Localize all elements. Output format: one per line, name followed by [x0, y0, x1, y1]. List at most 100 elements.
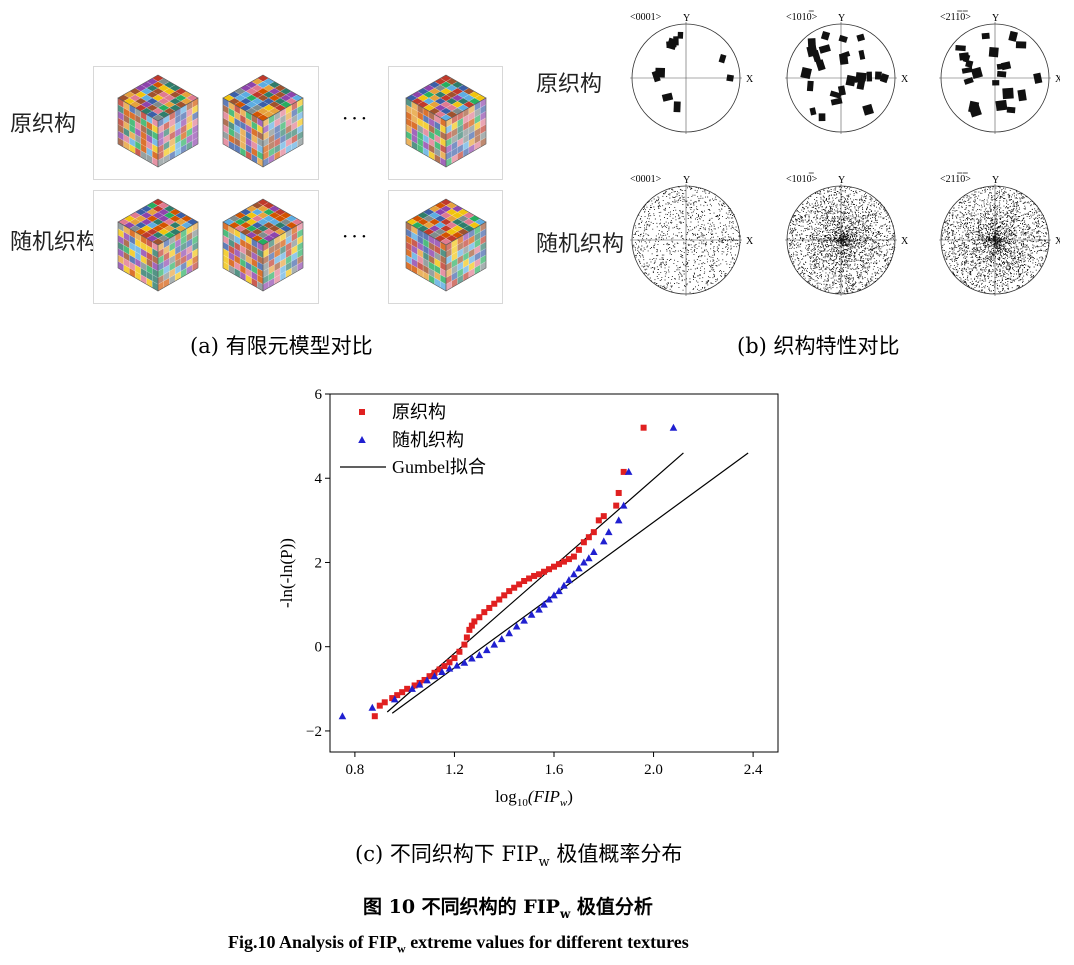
ellipsis-row2: ··· [342, 224, 371, 248]
data-point-random-texture [590, 547, 598, 555]
data-point-original-texture [521, 578, 528, 585]
polycrystal-cubes [117, 74, 487, 292]
texture-cluster [1033, 72, 1043, 84]
polycrystal-cube [117, 198, 199, 292]
legend-marker-random [358, 436, 366, 443]
pole-figure-y-label: Y [838, 13, 845, 24]
figure-title-zh: 图 10 不同织构的 FIPw 极值分析 [363, 892, 653, 921]
figure-title-en-sub: w [397, 941, 406, 956]
panel-c-caption-text: (c) 不同织构下 FIP [355, 842, 539, 866]
data-point-random-texture [624, 467, 633, 475]
data-point-original-texture [421, 676, 428, 683]
pole-figure-x-label: X [1055, 74, 1060, 85]
data-point-random-texture [560, 581, 568, 589]
texture-cluster [988, 47, 999, 58]
data-point-original-texture [466, 626, 473, 633]
polycrystal-cube [117, 74, 199, 168]
y-tick-label: 2 [315, 555, 323, 571]
data-point-random-texture [415, 680, 424, 688]
data-point-original-texture [381, 699, 388, 706]
data-point-original-texture [394, 692, 401, 699]
texture-cluster [838, 53, 849, 65]
figure-title-en: Fig.10 Analysis of FIPw extreme values f… [228, 932, 689, 957]
legend-label-random: 随机织构 [392, 430, 464, 450]
texture-cluster [981, 32, 990, 40]
cube-face-edge [157, 97, 199, 168]
texture-cluster [992, 80, 1000, 86]
random-texture-points [632, 186, 741, 294]
texture-cluster [958, 52, 970, 61]
texture-cluster [818, 44, 831, 54]
texture-cluster [809, 107, 817, 116]
data-point-original-texture [620, 468, 627, 475]
pole-figure: <2110> Y X [939, 172, 1060, 296]
pole-figure-title: <2110> [940, 174, 971, 185]
data-point-random-texture [445, 664, 454, 672]
data-point-original-texture [389, 695, 396, 702]
data-point-original-texture [481, 609, 488, 616]
panel-c-caption-suffix: 极值概率分布 [549, 842, 683, 866]
pole-figure-title: <0001> [630, 174, 662, 185]
pole-figure: <2110> Y X [939, 10, 1060, 134]
texture-cluster [815, 59, 826, 72]
data-point-random-texture [368, 703, 377, 711]
gumbel-chart: 0.8 1.2 1.6 2.0 2.4 −2 0 2 4 6 log10(FIPw) -ln(-ln(… [277, 387, 779, 809]
data-point-original-texture [570, 553, 577, 560]
pole-figure-x-label: X [901, 236, 909, 247]
texture-cluster [838, 34, 848, 43]
data-point-original-texture [436, 666, 443, 673]
panel-b-row1-label: 原织构 [536, 72, 603, 97]
legend-label-original: 原织构 [392, 402, 446, 422]
pole-figure-x-label: X [1055, 236, 1060, 247]
data-point-random-texture [565, 576, 573, 584]
texture-cluster [856, 78, 866, 90]
data-point-random-texture [545, 595, 553, 603]
pole-figure: <1010> Y X [785, 10, 909, 134]
pole-figure-title: <1010> [786, 12, 818, 23]
texture-cluster [651, 70, 661, 83]
texture-cluster [862, 103, 874, 116]
data-point-original-texture [486, 604, 493, 611]
texture-cluster [855, 72, 867, 82]
texture-cluster [995, 99, 1008, 112]
figure-title-zh-text: 图 10 不同织构的 FIP [363, 896, 560, 918]
texture-cluster [1015, 41, 1027, 49]
texture-cluster [856, 33, 866, 42]
pole-figure-title: <2110> [940, 12, 971, 23]
data-point-original-texture [501, 592, 508, 599]
texture-cluster [806, 80, 814, 92]
x-axis-label: log10(FIPw) [495, 787, 573, 809]
panel-c-caption: (c) 不同织构下 FIPw 极值概率分布 [355, 838, 682, 870]
texture-cluster [996, 70, 1007, 78]
texture-cluster [1008, 30, 1018, 42]
data-point-random-texture [535, 605, 543, 613]
pole-figure-title: <1010> [786, 174, 818, 185]
texture-cluster [874, 71, 882, 80]
data-point-random-texture [423, 676, 431, 684]
figure-title-en-suffix: extreme values for different textures [405, 932, 689, 952]
y-tick-label: 6 [315, 387, 323, 403]
data-point-original-texture [411, 682, 418, 689]
texture-cluster [829, 90, 842, 99]
data-point-random-texture [483, 646, 491, 654]
data-point-random-texture [468, 654, 476, 662]
pole-figure-x-label: X [901, 74, 909, 85]
texture-cluster [800, 66, 812, 80]
pole-figure-x-label: X [746, 236, 754, 247]
data-point-random-texture [604, 528, 613, 536]
texture-cluster [807, 38, 816, 49]
texture-cluster [996, 63, 1004, 70]
texture-cluster [970, 66, 983, 79]
data-point-original-texture [471, 618, 478, 625]
data-point-random-texture [512, 622, 521, 630]
data-point-random-texture [430, 672, 439, 680]
random-texture-points [941, 186, 1050, 295]
x-tick-label: 0.8 [346, 762, 365, 778]
polycrystal-cube [222, 74, 304, 168]
data-point-random-texture [669, 423, 678, 431]
data-point-original-texture [613, 502, 620, 509]
texture-cluster [866, 71, 873, 82]
texture-cluster [818, 113, 826, 122]
data-point-random-texture [338, 712, 347, 720]
polycrystal-cube [222, 198, 304, 292]
